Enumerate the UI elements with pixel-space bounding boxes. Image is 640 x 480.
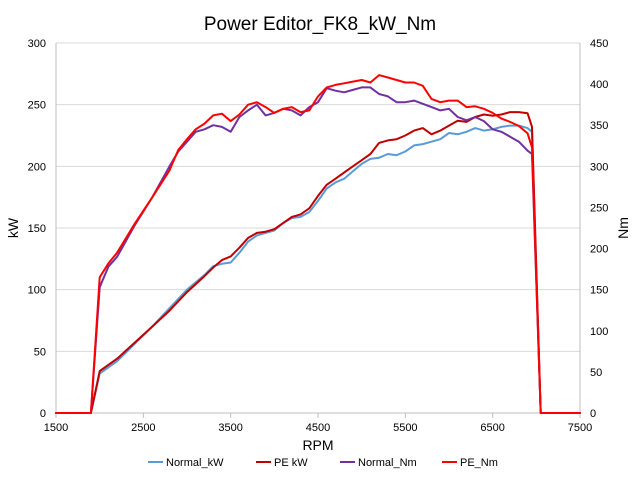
gridlines: [56, 42, 580, 352]
y-right-tick-label: 300: [590, 161, 608, 173]
x-tick-label: 6500: [480, 422, 504, 434]
x-tick-label: 3500: [218, 422, 242, 434]
y-right-tick-label: 350: [590, 120, 608, 132]
y-left-tick-label: 150: [28, 223, 46, 235]
series-line-normal-nm: [55, 86, 581, 414]
series-line-pe-nm: [55, 74, 581, 414]
y-right-tick-label: 400: [590, 79, 608, 91]
legend: Normal_kW PE kW Normal_Nm PE_Nm: [148, 457, 498, 469]
series-line-normal-kw: [55, 124, 581, 414]
axes: 0 50 100 150 200 250 300 0 50 100 150 200 250 300 350 4…: [28, 38, 609, 434]
y-left-tick-label: 100: [28, 285, 46, 297]
legend-label-pe-nm: PE_Nm: [460, 457, 498, 469]
x-tick-label: 1500: [44, 422, 68, 434]
x-tick-label: 5500: [393, 422, 417, 434]
y-right-tick-label: 200: [590, 244, 608, 256]
x-axis-title: RPM: [302, 437, 333, 453]
y-right-tick-label: 50: [590, 367, 602, 379]
y-right-tick-label: 250: [590, 202, 608, 214]
x-tick-label: 2500: [131, 422, 155, 434]
y-left-tick-label: 300: [28, 38, 46, 50]
legend-label-normal-nm: Normal_Nm: [358, 457, 417, 469]
y-right-axis-title: Nm: [615, 217, 631, 239]
y-left-tick-label: 200: [28, 161, 46, 173]
x-tick-label: 4500: [306, 422, 330, 434]
y-left-tick-label: 50: [34, 346, 46, 358]
y-left-tick-label: 0: [40, 408, 46, 420]
y-left-tick-label: 250: [28, 100, 46, 112]
legend-label-pe-kw: PE kW: [274, 457, 308, 469]
chart-title: Power Editor_FK8_kW_Nm: [204, 14, 436, 35]
y-right-tick-label: 0: [590, 408, 596, 420]
x-tick-label: 7500: [568, 422, 592, 434]
y-left-axis-title: kW: [5, 217, 21, 238]
y-right-tick-label: 100: [590, 326, 608, 338]
y-right-tick-label: 150: [590, 285, 608, 297]
y-right-tick-label: 450: [590, 38, 608, 50]
series-lines: [55, 74, 581, 414]
series-line-pe-kw: [55, 111, 581, 414]
legend-label-normal-kw: Normal_kW: [166, 457, 224, 469]
